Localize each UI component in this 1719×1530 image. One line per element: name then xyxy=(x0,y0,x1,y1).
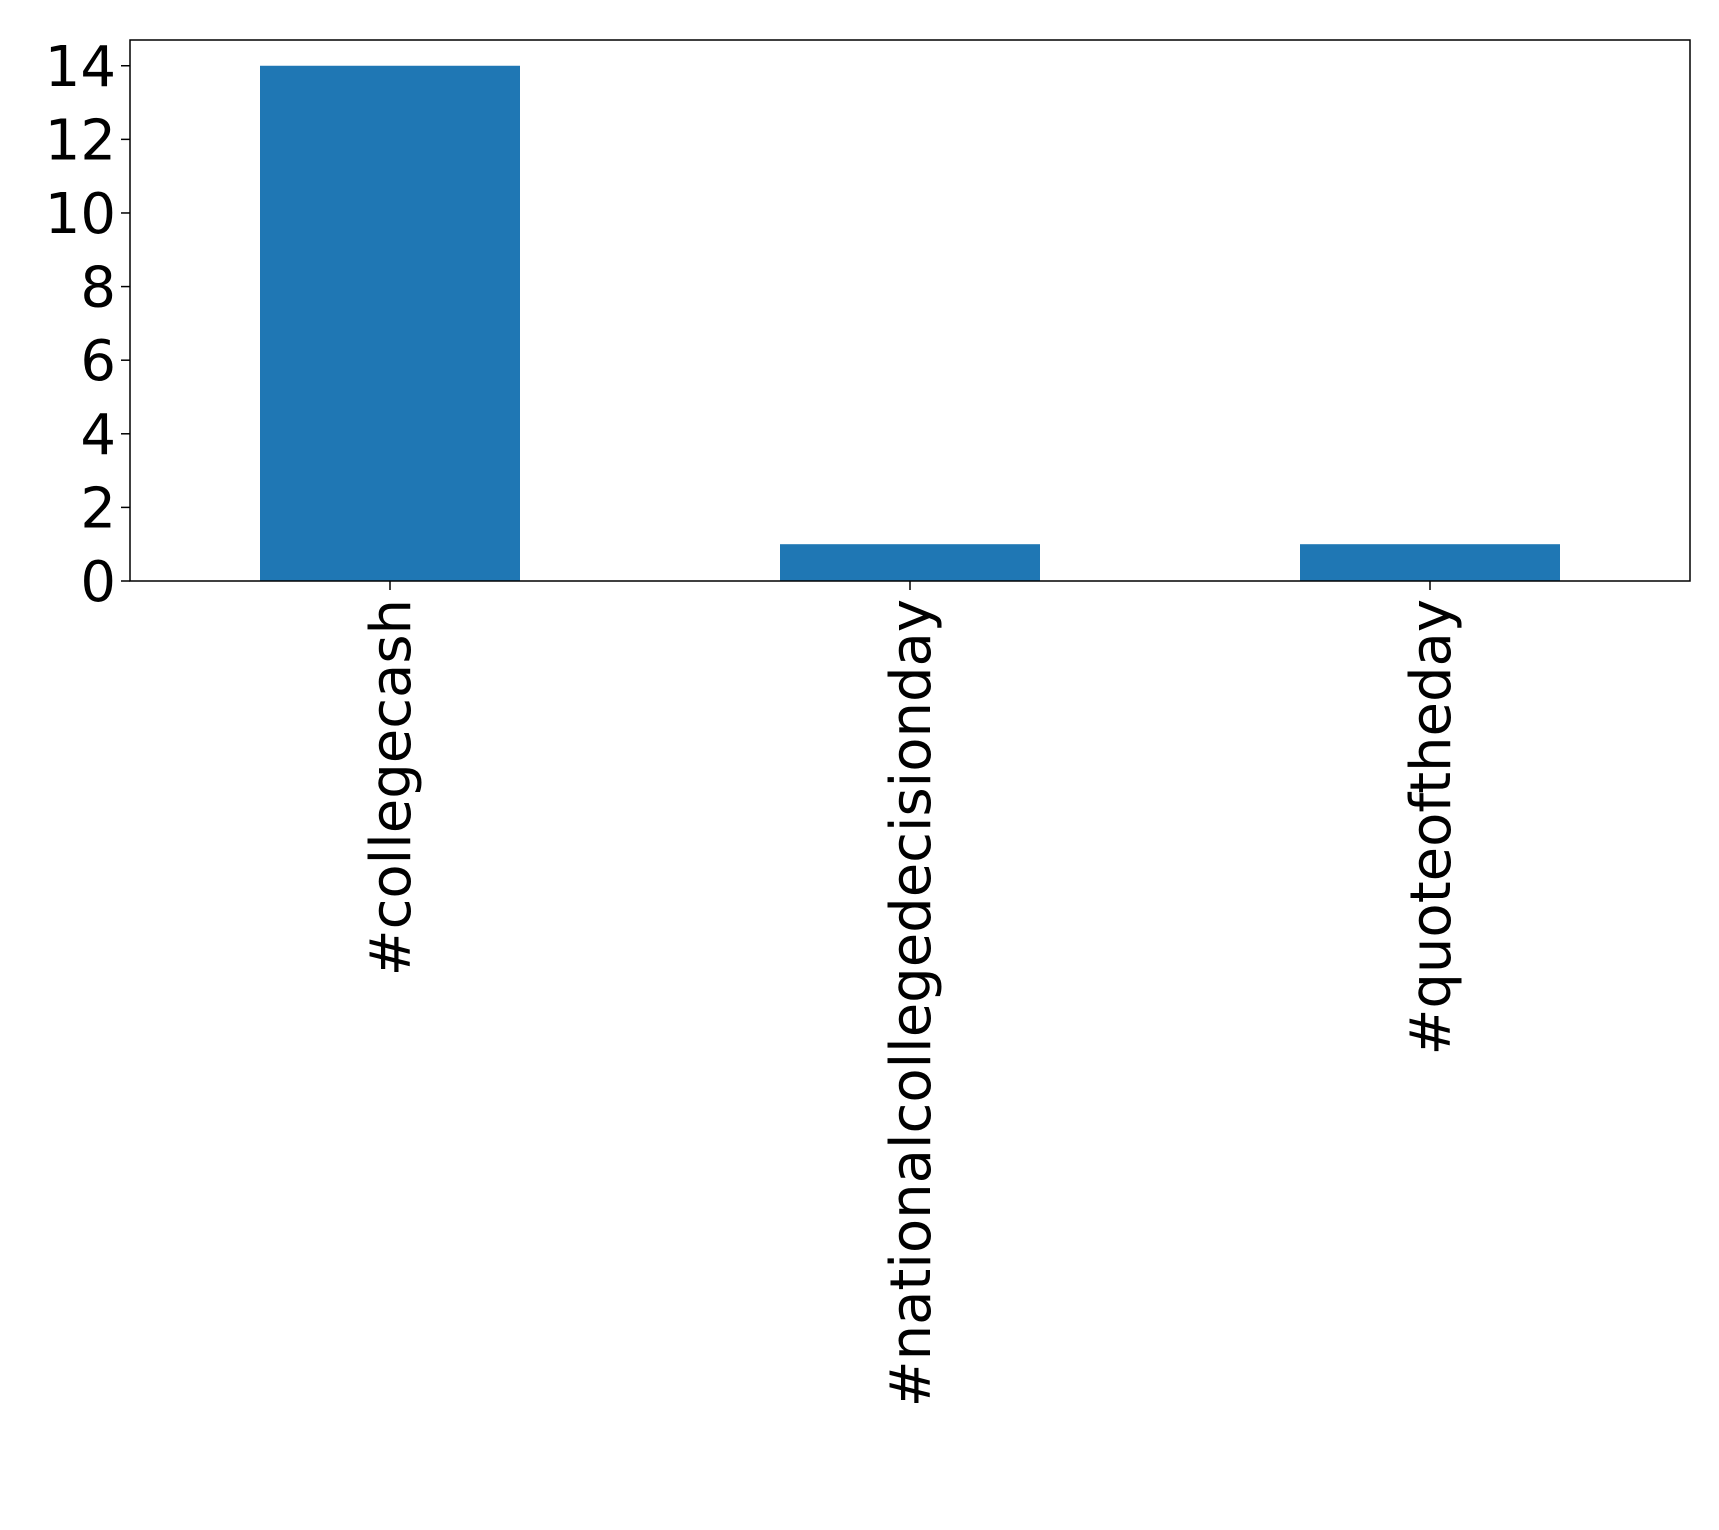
bar-nationalcollegedecisionday xyxy=(780,544,1040,581)
x-tick-label: #nationalcollegedecisionday xyxy=(879,599,944,1407)
y-tick-label: 4 xyxy=(80,403,116,468)
y-tick-label: 8 xyxy=(80,256,116,321)
y-axis: 0 2 4 6 8 10 12 14 xyxy=(45,35,130,615)
y-tick-label: 6 xyxy=(80,329,116,394)
bar-collegecash xyxy=(260,65,520,581)
y-tick-label: 10 xyxy=(45,182,116,247)
y-tick-label: 14 xyxy=(45,35,116,100)
x-tick-label: #collegecash xyxy=(359,599,424,976)
y-tick-label: 2 xyxy=(80,476,116,541)
bar-quoteoftheday xyxy=(1300,544,1560,581)
x-tick-label: #quoteoftheday xyxy=(1399,599,1464,1056)
bars xyxy=(260,65,1560,581)
y-tick-label: 0 xyxy=(80,550,116,615)
y-tick-label: 12 xyxy=(45,108,116,173)
x-axis: #collegecash #nationalcollegedecisionday #… xyxy=(359,581,1464,1407)
